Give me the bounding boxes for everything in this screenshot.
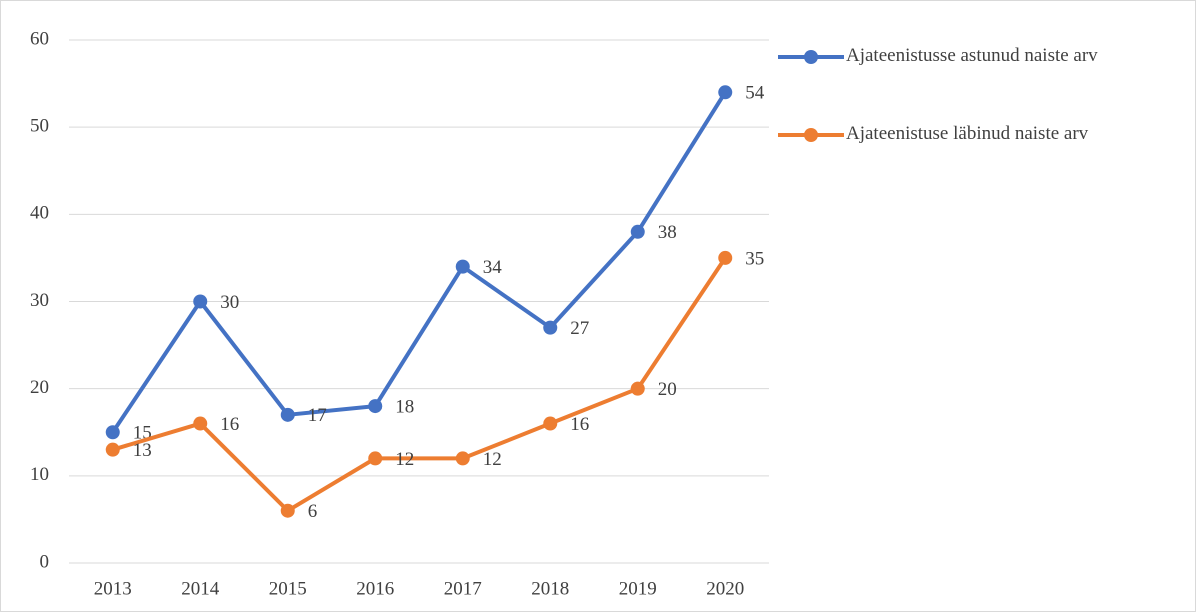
x-tick-label: 2018 xyxy=(531,578,569,599)
y-tick-label: 0 xyxy=(40,551,50,572)
y-tick-label: 60 xyxy=(30,28,49,49)
point xyxy=(105,442,120,457)
y-tick-label: 50 xyxy=(30,116,49,137)
legend-marker xyxy=(804,50,818,64)
legend-swatch xyxy=(778,50,844,64)
data-label: 38 xyxy=(658,222,677,243)
point xyxy=(105,425,120,440)
point xyxy=(543,320,558,335)
data-label: 16 xyxy=(570,414,589,435)
legend-swatch xyxy=(778,128,844,142)
data-label: 16 xyxy=(220,414,239,435)
y-tick-label: 10 xyxy=(30,464,49,485)
x-tick-label: 2016 xyxy=(356,578,394,599)
x-tick-label: 2019 xyxy=(619,578,657,599)
x-tick-label: 2020 xyxy=(706,578,744,599)
data-label: 27 xyxy=(570,318,589,339)
data-label: 30 xyxy=(220,292,239,313)
series-line xyxy=(112,256,727,513)
x-tick-label: 2013 xyxy=(94,578,132,599)
y-tick-label: 30 xyxy=(30,290,49,311)
point xyxy=(280,407,295,422)
point xyxy=(193,294,208,309)
x-tick-label: 2017 xyxy=(444,578,482,599)
point xyxy=(630,224,645,239)
legend-item: Ajateenistuse läbinud naiste arv xyxy=(778,120,1176,148)
point xyxy=(368,399,383,414)
legend-label: Ajateenistusse astunud naiste arv xyxy=(846,45,1098,66)
x-tick-label: 2014 xyxy=(181,578,220,599)
data-label: 13 xyxy=(133,440,152,461)
point xyxy=(193,416,208,431)
y-tick-label: 20 xyxy=(30,377,49,398)
point xyxy=(718,250,733,265)
data-label: 6 xyxy=(308,501,318,522)
x-tick-label: 2015 xyxy=(269,578,307,599)
data-label: 12 xyxy=(395,449,414,470)
point xyxy=(280,503,295,518)
legend-label: Ajateenistuse läbinud naiste arv xyxy=(846,123,1089,144)
series-line xyxy=(111,91,727,434)
legend-item: Ajateenistusse astunud naiste arv xyxy=(778,42,1176,70)
point xyxy=(455,259,470,274)
legend-marker xyxy=(804,128,818,142)
data-label: 34 xyxy=(483,257,503,278)
data-label: 12 xyxy=(483,449,502,470)
data-label: 54 xyxy=(745,83,765,104)
y-tick-label: 40 xyxy=(30,203,49,224)
data-label: 18 xyxy=(395,396,414,417)
data-label: 35 xyxy=(745,248,764,269)
point xyxy=(630,381,645,396)
point xyxy=(455,451,470,466)
data-label: 17 xyxy=(308,405,327,426)
point xyxy=(543,416,558,431)
point xyxy=(718,85,733,100)
data-label: 20 xyxy=(658,379,677,400)
point xyxy=(368,451,383,466)
